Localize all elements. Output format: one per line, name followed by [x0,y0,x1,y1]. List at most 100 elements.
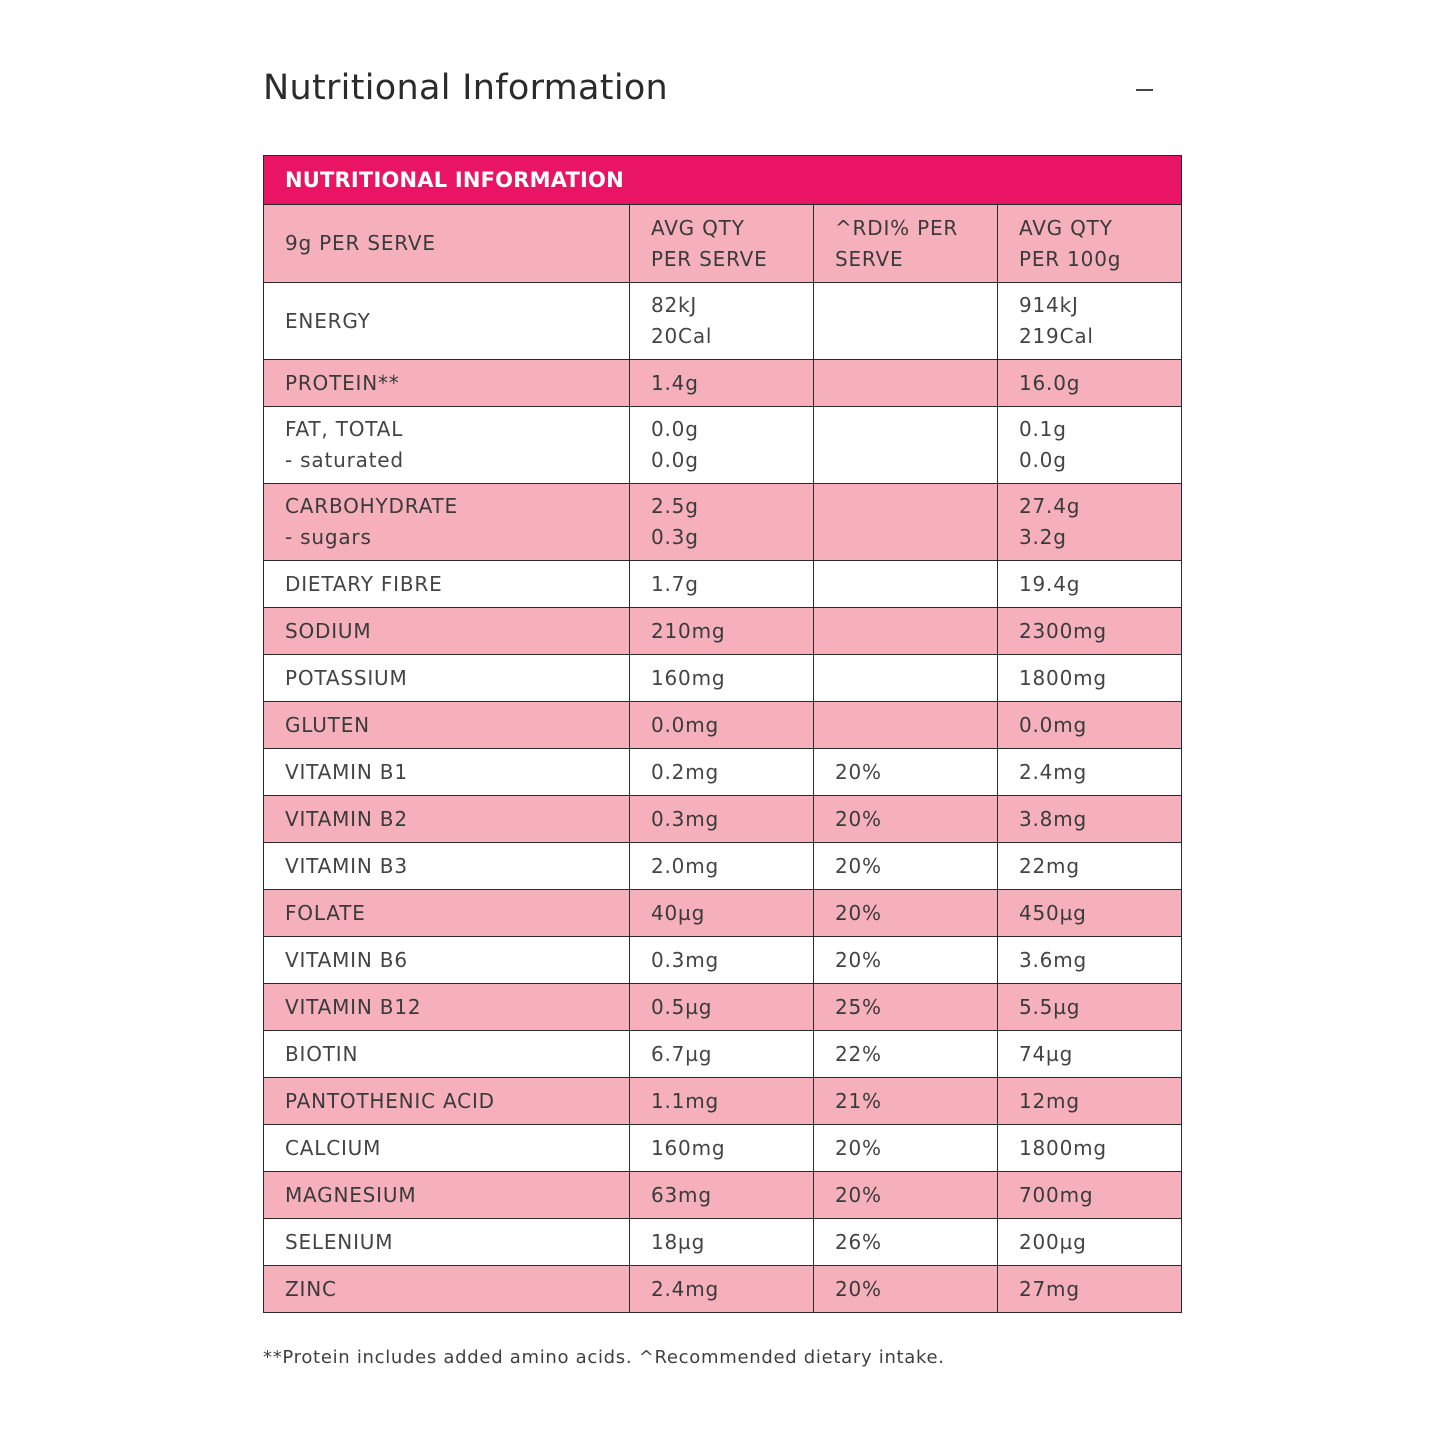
table-title: NUTRITIONAL INFORMATION [262,155,1183,205]
cell-line: 1800mg [1019,665,1107,690]
header-line: SERVE [835,246,904,271]
cell-line: 2.5g [651,494,699,518]
cell-line: 160mg [651,1135,726,1160]
cell-line: SODIUM [285,618,372,643]
per-100g-cell: 3.8mg [996,795,1183,843]
cell-line: VITAMIN B1 [285,759,408,784]
rdi-cell: 20% [813,1265,998,1313]
cell-line: 82kJ [651,293,698,317]
table-row: GLUTEN 0.0mg 0.0mg [263,701,1183,749]
per-serve-cell: 160mg [629,654,814,702]
per-serve-cell: 1.4g [629,359,814,407]
cell-line: 0.1g [1019,417,1067,441]
table-row: PROTEIN** 1.4g 16.0g [263,359,1183,407]
nutrient-name-cell: VITAMIN B1 [263,748,630,796]
header-line: AVG QTY [651,215,745,240]
cell-line: 700mg [1019,1182,1094,1207]
rdi-cell: 20% [813,936,998,984]
table-row: FAT, TOTAL - saturated 0.0g 0.0g 0.1g 0.0g [263,406,1183,484]
cell-line: 12mg [1019,1088,1080,1113]
per-100g-cell: 1800mg [996,1124,1183,1172]
rdi-cell: 22% [813,1030,998,1078]
per-serve-cell: 0.0g 0.0g [629,406,814,484]
rdi-cell [813,282,998,360]
rdi-cell: 25% [813,983,998,1031]
per-100g-cell: 914kJ 219Cal [996,282,1183,360]
cell-line: 450µg [1019,900,1087,925]
nutrient-name-cell: MAGNESIUM [263,1171,630,1219]
cell-line: GLUTEN [285,712,370,737]
cell-line: 3.8mg [1019,806,1087,831]
footnote: **Protein includes added amino acids. ^R… [263,1347,945,1368]
nutrient-name-cell: ENERGY [263,282,630,360]
cell-line: PANTOTHENIC ACID [285,1088,495,1113]
rdi-cell [813,483,998,561]
per-100g-cell: 22mg [996,842,1183,890]
cell-line: 18µg [651,1229,706,1254]
section-title: Nutritional Information [263,68,669,108]
cell-line: 40µg [651,900,706,925]
minus-icon[interactable] [1127,72,1163,108]
cell-line: 210mg [651,618,726,643]
cell-line: - saturated [285,448,404,472]
cell-line: 63mg [651,1182,712,1207]
cell-line: CARBOHYDRATE [285,494,458,518]
rdi-cell [813,359,998,407]
cell-line: PROTEIN** [285,370,400,395]
per-serve-cell: 2.5g 0.3g [629,483,814,561]
rdi-cell: 20% [813,795,998,843]
cell-line: 200µg [1019,1229,1087,1254]
cell-line: 3.2g [1019,525,1067,549]
cell-line: 219Cal [1019,324,1094,348]
cell-line: 22mg [1019,853,1080,878]
per-100g-cell: 12mg [996,1077,1183,1125]
cell-line: 6.7µg [651,1041,713,1066]
cell-line: 914kJ [1019,293,1079,317]
per-serve-cell: 210mg [629,607,814,655]
cell-line: 0.0g [1019,448,1067,472]
cell-line: 3.6mg [1019,947,1087,972]
cell-line: 5.5µg [1019,994,1081,1019]
per-serve-cell: 2.4mg [629,1265,814,1313]
per-serve-cell: 1.7g [629,560,814,608]
per-100g-cell: 5.5µg [996,983,1183,1031]
cell-line: ENERGY [285,308,371,333]
minus-icon-bar [1136,89,1153,91]
per-serve-cell: 2.0mg [629,842,814,890]
per-100g-cell: 2300mg [996,607,1183,655]
per-serve-cell: 0.0mg [629,701,814,749]
cell-line: 16.0g [1019,370,1081,395]
table-row: ZINC 2.4mg 20% 27mg [263,1265,1183,1313]
table-row: DIETARY FIBRE 1.7g 19.4g [263,560,1183,608]
cell-line: 27.4g [1019,494,1081,518]
per-serve-cell: 40µg [629,889,814,937]
per-100g-cell: 19.4g [996,560,1183,608]
cell-line: VITAMIN B12 [285,994,422,1019]
nutrient-name-cell: GLUTEN [263,701,630,749]
per-100g-cell: 450µg [996,889,1183,937]
header-line: PER 100g [1019,246,1122,271]
accordion-header[interactable]: Nutritional Information [263,62,1181,122]
table-row: CALCIUM 160mg 20% 1800mg [263,1124,1183,1172]
cell-line: 1.7g [651,571,699,596]
rdi-cell: 20% [813,889,998,937]
table-row: ENERGY 82kJ 20Cal 914kJ 219Cal [263,282,1183,360]
table-title-row: NUTRITIONAL INFORMATION [262,155,1183,205]
header-line: PER SERVE [651,246,768,271]
table-row: VITAMIN B1 0.2mg 20% 2.4mg [263,748,1183,796]
header-line: ^RDI% PER [835,215,959,240]
nutrient-name-cell: VITAMIN B3 [263,842,630,890]
header-serve: 9g PER SERVE [263,204,630,283]
cell-line: 0.0g [651,448,699,472]
cell-line: 160mg [651,665,726,690]
header-avg-per-serve: AVG QTY PER SERVE [629,204,814,283]
nutrient-name-cell: SELENIUM [263,1218,630,1266]
table-header-row: 9g PER SERVE AVG QTY PER SERVE ^RDI% PER… [263,204,1183,283]
nutrient-name-cell: PROTEIN** [263,359,630,407]
per-serve-cell: 1.1mg [629,1077,814,1125]
rdi-cell [813,654,998,702]
per-100g-cell: 1800mg [996,654,1183,702]
per-serve-cell: 18µg [629,1218,814,1266]
cell-line: 2300mg [1019,618,1107,643]
cell-line: FAT, TOTAL [285,417,404,441]
